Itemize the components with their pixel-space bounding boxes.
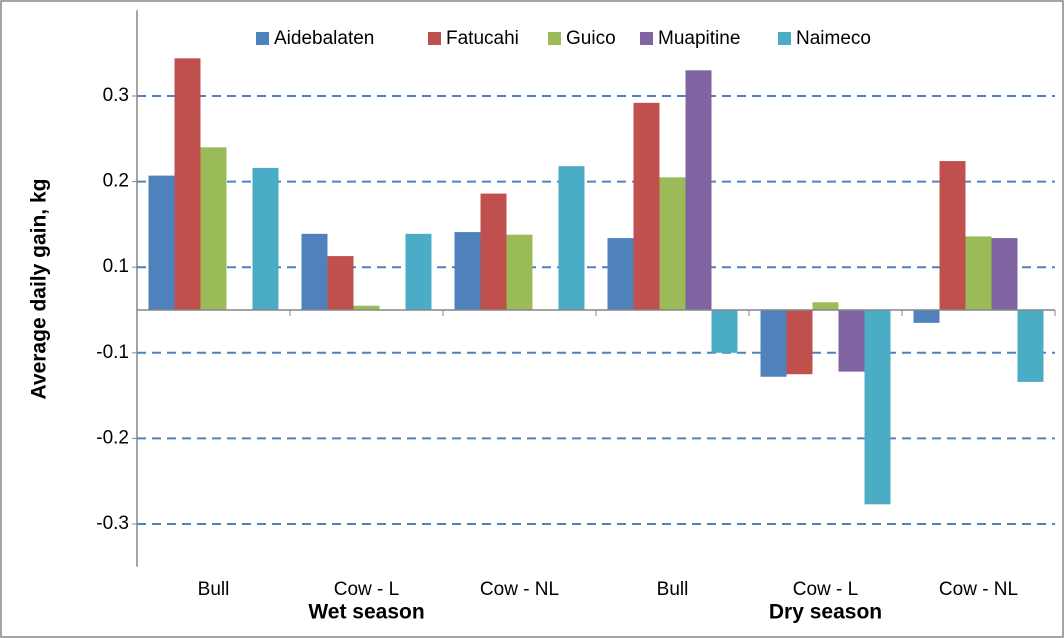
bar [633,102,660,311]
bar [965,236,992,310]
legend-label: Guico [566,28,616,49]
bar [812,302,839,310]
bar [327,256,354,310]
bar [659,177,686,310]
y-tick-label: -0.1 [96,342,129,363]
legend-swatch [548,32,561,45]
bar [353,305,380,310]
bar [685,70,712,310]
bar [607,238,634,310]
x-tick-label: Bull [198,579,230,600]
bar [991,238,1018,310]
bar [252,167,279,310]
y-tick-label: 0.2 [103,171,129,192]
bar [174,58,201,310]
bar [148,175,175,310]
x-tick-label: Cow - NL [480,579,559,600]
y-tick-label: 0.3 [103,85,129,106]
x-tick-label: Bull [657,579,689,600]
legend-label: Fatucahi [446,28,519,49]
bar [480,193,507,310]
bar [301,233,328,310]
bar [760,310,787,377]
bar [506,234,533,310]
y-tick-label: -0.3 [96,513,129,534]
bar [454,232,481,310]
group-label: Dry season [769,601,882,624]
bar [838,310,865,372]
legend-swatch [778,32,791,45]
legend-label: Naimeco [796,28,871,49]
bar [786,310,813,375]
legend-swatch [256,32,269,45]
bar [864,310,891,505]
legend-swatch [640,32,653,45]
y-axis-title: Average daily gain, kg [28,179,51,400]
legend-label: Muapitine [658,28,740,49]
bar [913,310,940,323]
x-tick-label: Cow - L [334,579,399,600]
legend-swatch [428,32,441,45]
bar [1017,310,1044,382]
x-tick-label: Cow - NL [939,579,1018,600]
bar [711,310,738,353]
group-label: Wet season [308,601,424,624]
bar [405,233,432,310]
y-tick-label: -0.2 [96,427,129,448]
y-tick-label: 0.1 [103,256,129,277]
legend-label: Aidebalaten [274,28,374,49]
x-tick-label: Cow - L [793,579,858,600]
bar [939,161,966,310]
bar [200,147,227,310]
bar [558,166,585,310]
